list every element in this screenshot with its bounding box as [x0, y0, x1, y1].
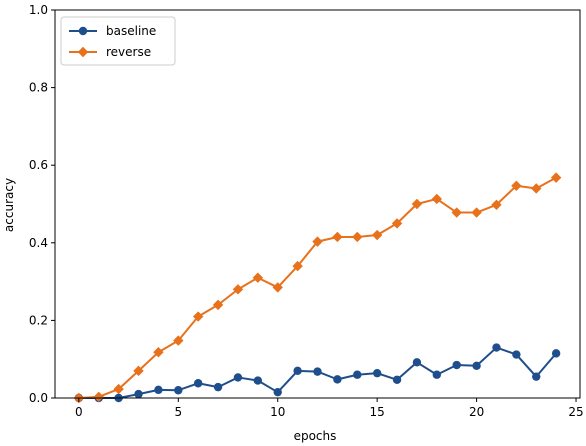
data-point-baseline	[532, 372, 541, 381]
x-axis-label: epochs	[294, 429, 337, 443]
y-tick-label: 0.6	[29, 158, 48, 172]
legend-label-baseline: baseline	[106, 24, 156, 38]
data-point-reverse	[312, 236, 323, 247]
series-line-reverse	[78, 176, 557, 399]
data-point-baseline	[512, 350, 521, 359]
x-tick-label: 25	[568, 405, 583, 419]
data-point-baseline	[452, 360, 461, 370]
data-point-reverse	[391, 218, 403, 229]
x-tick-label: 15	[370, 405, 385, 419]
legend-marker-baseline	[78, 26, 88, 36]
data-point-baseline	[213, 382, 223, 392]
legend: baseline reverse	[60, 16, 176, 66]
data-point-baseline	[233, 373, 243, 382]
data-point-reverse	[232, 284, 244, 295]
data-point-baseline	[313, 367, 322, 376]
data-point-baseline	[333, 375, 342, 384]
data-point-baseline	[353, 370, 362, 379]
y-axis-label: accuracy	[2, 178, 16, 232]
data-point-baseline	[193, 379, 203, 388]
data-point-reverse	[133, 365, 144, 377]
data-point-reverse	[272, 282, 283, 293]
data-point-baseline	[551, 349, 561, 358]
data-point-baseline	[174, 386, 183, 395]
data-point-reverse	[352, 231, 363, 243]
data-point-reverse	[332, 231, 343, 243]
data-point-reverse	[491, 199, 502, 210]
plot-area	[73, 172, 562, 404]
data-point-baseline	[134, 389, 143, 399]
data-point-reverse	[531, 183, 542, 194]
data-point-reverse	[173, 335, 184, 346]
plot-frame	[54, 9, 581, 399]
data-point-reverse	[451, 207, 462, 218]
data-point-reverse	[371, 229, 383, 241]
data-point-baseline	[392, 375, 402, 384]
data-point-baseline	[154, 385, 163, 395]
data-point-baseline	[432, 370, 442, 379]
y-tick-label: 0.0	[29, 391, 48, 405]
y-tick-label: 0.2	[29, 313, 48, 327]
data-point-baseline	[273, 387, 282, 397]
x-tick-label: 5	[174, 405, 182, 419]
y-tick-label: 1.0	[29, 3, 48, 17]
data-point-reverse	[511, 180, 522, 191]
x-tick-label: 10	[270, 405, 285, 419]
y-tick-label: 0.4	[29, 236, 48, 250]
data-point-reverse	[292, 260, 303, 272]
data-point-reverse	[153, 347, 164, 358]
x-tick-label: 20	[469, 405, 484, 419]
data-point-reverse	[252, 272, 264, 283]
data-point-reverse	[212, 299, 224, 311]
data-point-baseline	[412, 358, 422, 367]
data-point-reverse	[411, 198, 423, 210]
data-point-baseline	[372, 368, 382, 378]
data-point-reverse	[550, 172, 562, 183]
data-point-reverse	[93, 391, 104, 403]
data-point-reverse	[113, 383, 124, 395]
data-point-reverse	[471, 207, 482, 218]
data-point-reverse	[431, 193, 443, 205]
x-tick-label: 0	[75, 405, 83, 419]
y-tick-label: 0.8	[29, 81, 48, 95]
axes: 0 5 10 15 20 25 0.0 0.2 0.4 0.6 0.8 1.0	[29, 3, 584, 419]
legend-label-reverse: reverse	[106, 45, 151, 59]
legend-marker-reverse	[77, 46, 89, 58]
data-point-baseline	[472, 361, 481, 370]
data-point-baseline	[492, 343, 501, 352]
data-point-baseline	[253, 376, 263, 385]
data-point-reverse	[192, 311, 204, 322]
data-point-baseline	[293, 366, 302, 376]
